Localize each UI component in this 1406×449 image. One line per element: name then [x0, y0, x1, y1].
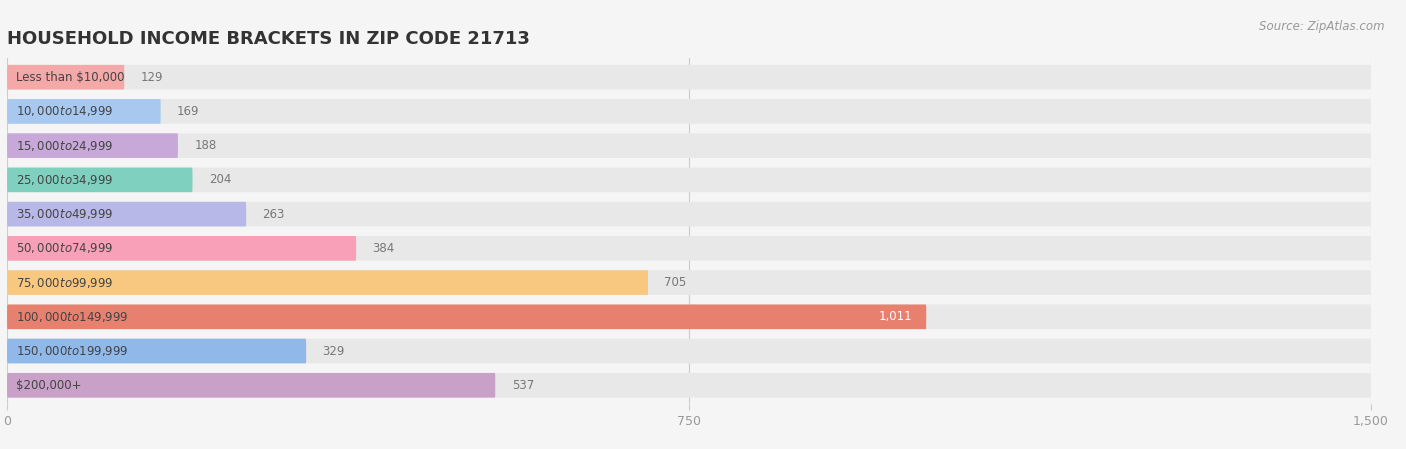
FancyBboxPatch shape: [7, 202, 1371, 226]
Text: $50,000 to $74,999: $50,000 to $74,999: [15, 242, 114, 255]
FancyBboxPatch shape: [7, 133, 1371, 158]
FancyBboxPatch shape: [7, 339, 1371, 363]
FancyBboxPatch shape: [7, 270, 648, 295]
Text: $25,000 to $34,999: $25,000 to $34,999: [15, 173, 114, 187]
FancyBboxPatch shape: [7, 167, 1371, 192]
Text: HOUSEHOLD INCOME BRACKETS IN ZIP CODE 21713: HOUSEHOLD INCOME BRACKETS IN ZIP CODE 21…: [7, 31, 530, 48]
FancyBboxPatch shape: [7, 236, 1371, 261]
FancyBboxPatch shape: [7, 236, 356, 261]
FancyBboxPatch shape: [7, 373, 495, 398]
Text: Less than $10,000: Less than $10,000: [15, 70, 125, 84]
FancyBboxPatch shape: [7, 304, 927, 329]
FancyBboxPatch shape: [7, 65, 1371, 89]
Text: 384: 384: [373, 242, 395, 255]
Text: $10,000 to $14,999: $10,000 to $14,999: [15, 105, 114, 119]
Text: 705: 705: [665, 276, 686, 289]
FancyBboxPatch shape: [7, 202, 246, 226]
Text: 129: 129: [141, 70, 163, 84]
Text: $200,000+: $200,000+: [15, 379, 82, 392]
FancyBboxPatch shape: [7, 65, 124, 89]
Text: $100,000 to $149,999: $100,000 to $149,999: [15, 310, 128, 324]
FancyBboxPatch shape: [7, 270, 1371, 295]
FancyBboxPatch shape: [7, 304, 1371, 329]
FancyBboxPatch shape: [7, 339, 307, 363]
Text: 1,011: 1,011: [879, 310, 912, 323]
FancyBboxPatch shape: [7, 373, 1371, 398]
Text: 169: 169: [177, 105, 200, 118]
Text: 188: 188: [194, 139, 217, 152]
FancyBboxPatch shape: [7, 99, 1371, 124]
Text: 204: 204: [209, 173, 231, 186]
Text: $75,000 to $99,999: $75,000 to $99,999: [15, 276, 114, 290]
Text: $15,000 to $24,999: $15,000 to $24,999: [15, 139, 114, 153]
Text: 537: 537: [512, 379, 534, 392]
Text: 329: 329: [322, 344, 344, 357]
Text: Source: ZipAtlas.com: Source: ZipAtlas.com: [1260, 20, 1385, 33]
FancyBboxPatch shape: [7, 99, 160, 124]
FancyBboxPatch shape: [7, 133, 179, 158]
Text: $35,000 to $49,999: $35,000 to $49,999: [15, 207, 114, 221]
Text: $150,000 to $199,999: $150,000 to $199,999: [15, 344, 128, 358]
Text: 263: 263: [263, 207, 285, 220]
FancyBboxPatch shape: [7, 167, 193, 192]
